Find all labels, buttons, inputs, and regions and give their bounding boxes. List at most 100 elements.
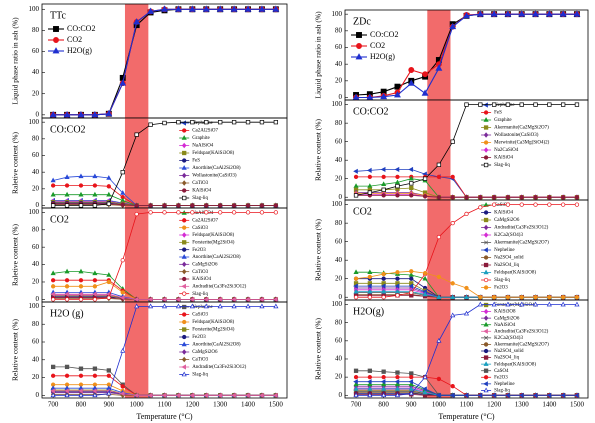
marker: [408, 272, 414, 277]
marker: [450, 312, 456, 318]
marker: [162, 120, 167, 126]
y-tick-label: 60: [335, 336, 343, 344]
legend-label: Nepheline: [494, 103, 515, 108]
marker: [381, 187, 386, 192]
marker: [409, 193, 414, 198]
marker: [181, 364, 186, 370]
marker: [259, 392, 264, 398]
legend-label: Wollastonite(CaSiO3): [192, 174, 237, 179]
legend-label: Andradite(Ca3Fe2Si3O12): [494, 329, 548, 334]
marker: [78, 373, 84, 378]
marker: [148, 303, 154, 309]
highlight-band: [124, 118, 149, 208]
marker: [92, 278, 98, 283]
marker: [106, 191, 112, 197]
legend-label: KAlSiO4: [494, 156, 513, 161]
y-tick-label: 80: [32, 320, 40, 328]
panel-title: H2O (g): [50, 308, 84, 319]
legend-label: Nepheline: [192, 305, 213, 310]
plot-frame: [41, 3, 288, 119]
marker: [133, 18, 141, 25]
marker: [518, 10, 526, 17]
marker: [380, 92, 388, 100]
marker: [478, 195, 483, 200]
marker: [353, 381, 359, 387]
marker: [560, 202, 566, 207]
marker: [50, 297, 56, 302]
marker: [395, 370, 400, 375]
marker: [463, 294, 470, 300]
series-line: [53, 121, 276, 206]
marker: [204, 210, 209, 215]
legend-label: Forsterite(Mg2SiO4): [192, 328, 235, 333]
marker: [182, 128, 187, 133]
marker: [120, 348, 126, 353]
legend-label: KAlSi3O8: [494, 310, 516, 315]
marker: [181, 261, 187, 268]
legend-label: KAlSiO4: [192, 189, 211, 194]
legend-label: Akermanite(Ca2MgSi2O7): [494, 241, 549, 246]
marker: [505, 295, 511, 300]
marker: [573, 10, 581, 17]
legend-label: Graphite: [494, 118, 512, 123]
marker: [272, 296, 278, 302]
marker: [181, 172, 187, 179]
legend-label: Graphite: [192, 136, 210, 141]
marker: [119, 79, 127, 86]
marker: [190, 210, 195, 215]
y-tick-label: 20: [335, 76, 343, 84]
marker: [381, 374, 386, 380]
x-axis-label: Temperature (°C): [136, 412, 193, 421]
legend-label: NaAlSiO4: [494, 323, 516, 328]
marker: [230, 5, 238, 12]
marker: [92, 297, 98, 302]
marker: [464, 195, 469, 200]
marker: [52, 47, 60, 54]
marker: [106, 279, 111, 285]
legend-label: Na2SO4_solid: [494, 349, 524, 354]
marker: [380, 283, 386, 289]
y-axis-label: Raletive content (%): [11, 223, 20, 286]
marker: [483, 355, 489, 360]
marker: [162, 210, 167, 215]
y-tick-label: 40: [32, 168, 40, 176]
y-tick-label: 100: [332, 100, 343, 108]
marker: [50, 278, 56, 283]
marker: [395, 293, 400, 298]
y-tick-label: 100: [29, 302, 40, 310]
marker: [245, 296, 250, 302]
marker: [174, 5, 182, 12]
marker: [182, 334, 187, 340]
marker: [182, 327, 187, 332]
marker: [92, 173, 98, 179]
marker: [231, 303, 237, 309]
marker: [436, 392, 441, 398]
marker: [533, 195, 538, 200]
marker: [408, 386, 414, 391]
y-tick-label: 60: [32, 243, 40, 251]
x-tick-label: 1200: [487, 401, 502, 409]
marker: [394, 166, 400, 173]
marker: [217, 303, 223, 309]
marker: [106, 373, 111, 378]
highlight-band: [124, 302, 149, 398]
marker: [106, 368, 111, 373]
marker: [435, 64, 443, 71]
legend-label: Andradite(Ca3Fe2Si3O12): [494, 226, 548, 231]
marker: [381, 181, 387, 187]
marker: [464, 285, 469, 291]
marker: [422, 374, 428, 379]
marker: [120, 384, 125, 389]
marker: [50, 191, 56, 197]
marker: [161, 296, 167, 302]
y-tick-label: 60: [32, 151, 40, 159]
marker: [231, 296, 236, 302]
legend-label: KAlSiO4: [494, 211, 513, 216]
marker: [106, 201, 111, 206]
legend-label: Slag-liq: [192, 196, 208, 201]
marker: [134, 211, 139, 217]
marker: [64, 174, 70, 179]
y-tick-label: 20: [335, 174, 343, 182]
marker: [78, 173, 84, 179]
